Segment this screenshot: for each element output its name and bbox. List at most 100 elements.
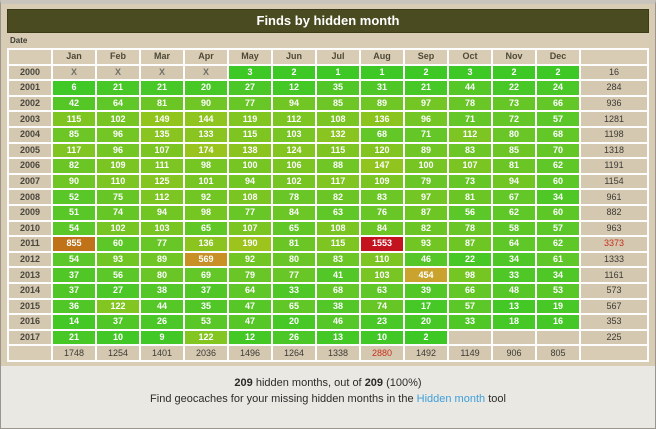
row-total: 961: [581, 190, 647, 204]
heatmap-cell: 94: [141, 205, 183, 220]
heatmap-cell: 60: [537, 205, 579, 220]
month-header: Mar: [141, 50, 183, 64]
heatmap-cell: 96: [405, 112, 447, 126]
heatmap-cell: 81: [493, 159, 535, 173]
year-label: 2006: [9, 159, 51, 173]
month-header: Jun: [273, 50, 315, 64]
heatmap-cell: 78: [449, 221, 491, 236]
heatmap-cell: 22: [449, 252, 491, 267]
heatmap-cell: 56: [97, 268, 139, 282]
heatmap-cell: 58: [493, 221, 535, 236]
heatmap-cell: 2: [405, 330, 447, 345]
heatmap-cell: 102: [273, 174, 315, 189]
heatmap-cell: 14: [53, 315, 95, 329]
heatmap-cell: 74: [97, 205, 139, 220]
heatmap-cell: 83: [361, 190, 403, 204]
heatmap-cell: 88: [317, 159, 359, 173]
heatmap-cell: 51: [53, 205, 95, 220]
heatmap-cell: 39: [405, 283, 447, 298]
month-header: Apr: [185, 50, 227, 64]
heatmap-cell: 117: [317, 174, 359, 189]
heatmap-cell: 108: [317, 221, 359, 236]
column-total: 2036: [185, 346, 227, 360]
heatmap-cell: 82: [53, 159, 95, 173]
heatmap-cell: 147: [361, 159, 403, 173]
heatmap-cell: [493, 330, 535, 345]
heatmap-cell: 133: [185, 127, 227, 142]
heatmap-cell: 42: [53, 96, 95, 111]
heatmap-cell: 62: [537, 159, 579, 173]
year-label: 2003: [9, 112, 51, 126]
hidden-month-tool-link[interactable]: Hidden month: [416, 392, 486, 405]
heatmap-cell: 78: [273, 190, 315, 204]
heatmap-cell: 96: [97, 143, 139, 158]
heatmap-cell: 79: [405, 174, 447, 189]
heatmap-cell: 60: [537, 174, 579, 189]
heatmap-cell: 57: [537, 112, 579, 126]
heatmap-cell: 21: [53, 330, 95, 345]
heatmap-cell: 68: [361, 127, 403, 142]
heatmap-cell: 90: [185, 96, 227, 111]
row-total: 1161: [581, 268, 647, 282]
heatmap-cell: 34: [537, 190, 579, 204]
heatmap-cell: 102: [97, 112, 139, 126]
heatmap-cell: 72: [493, 112, 535, 126]
heatmap-cell: 16: [537, 315, 579, 329]
heatmap-cell: 64: [97, 96, 139, 111]
heatmap-cell: 108: [229, 190, 271, 204]
heatmap-cell: 122: [97, 299, 139, 314]
heatmap-cell: 855: [53, 237, 95, 251]
heatmap-cell: 38: [141, 283, 183, 298]
year-row: 2009 51 74 94 98 77 84 63 76 87 56 62 60 882: [9, 205, 647, 220]
heatmap-cell: 124: [273, 143, 315, 158]
year-row: 2016 14 37 26 53 47 20 46 23 20 33 18 16 353: [9, 315, 647, 329]
row-total: 1318: [581, 143, 647, 158]
heatmap-cell: 20: [273, 315, 315, 329]
heatmap-cell: 62: [537, 237, 579, 251]
heatmap-cell: 110: [361, 252, 403, 267]
heatmap-cell: 83: [317, 252, 359, 267]
heatmap-cell: 89: [361, 96, 403, 111]
heatmap-cell: 73: [493, 96, 535, 111]
heatmap-cell: 109: [97, 159, 139, 173]
heatmap-cell: 65: [185, 221, 227, 236]
heatmap-cell: 47: [229, 315, 271, 329]
heatmap-cell: 454: [405, 268, 447, 282]
heatmap-cell: 149: [141, 112, 183, 126]
year-row: 2012 54 93 89 569 92 80 83 110 46 22 34 61 1333: [9, 252, 647, 267]
heatmap-cell: 94: [493, 174, 535, 189]
heatmap-cell: 101: [185, 174, 227, 189]
row-total: 573: [581, 283, 647, 298]
heatmap-cell: 62: [493, 205, 535, 220]
heatmap-cell: 63: [361, 283, 403, 298]
year-label: 2013: [9, 268, 51, 282]
row-total: 963: [581, 221, 647, 236]
year-row: 2000 X X X X 3 2 1 1 2 3 2 2 16: [9, 65, 647, 80]
heatmap-cell: 80: [273, 252, 315, 267]
heatmap-cell: 83: [449, 143, 491, 158]
year-label: 2011: [9, 237, 51, 251]
row-total: 1191: [581, 159, 647, 173]
month-header: Dec: [537, 50, 579, 64]
heatmap-cell: 21: [97, 81, 139, 95]
heatmap-cell: 85: [493, 143, 535, 158]
heatmap-cell: 20: [405, 315, 447, 329]
heatmap-cell: 85: [317, 96, 359, 111]
heatmap-cell: 77: [141, 237, 183, 251]
heatmap-cell: 23: [361, 315, 403, 329]
heatmap-cell: 77: [229, 96, 271, 111]
heatmap-cell: 107: [229, 221, 271, 236]
row-total: 225: [581, 330, 647, 345]
heatmap-cell: 3: [449, 65, 491, 80]
row-total: 3373: [581, 237, 647, 251]
heatmap-cell: 34: [537, 268, 579, 282]
heatmap-cell: 37: [53, 268, 95, 282]
column-total: 906: [493, 346, 535, 360]
month-header: Nov: [493, 50, 535, 64]
heatmap-cell: 569: [185, 252, 227, 267]
row-total: 567: [581, 299, 647, 314]
heatmap-cell: 1553: [361, 237, 403, 251]
heatmap-cell: 46: [317, 315, 359, 329]
grand-corner: [581, 346, 647, 360]
